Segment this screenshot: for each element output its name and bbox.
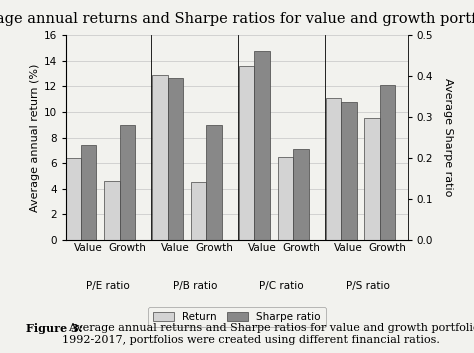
Text: P/E ratio: P/E ratio <box>86 281 130 291</box>
Bar <box>278 157 293 240</box>
Bar <box>254 50 270 240</box>
Bar <box>81 145 96 240</box>
Bar <box>120 125 135 240</box>
Bar <box>207 125 222 240</box>
Bar <box>104 181 120 240</box>
Bar <box>326 98 341 240</box>
Bar <box>293 149 309 240</box>
Y-axis label: Average Sharpe ratio: Average Sharpe ratio <box>443 78 453 197</box>
Bar <box>341 102 356 240</box>
Legend: Return, Sharpe ratio: Return, Sharpe ratio <box>148 307 326 327</box>
Text: Average annual returns and Sharpe ratios for value and growth portfolios: Average annual returns and Sharpe ratios… <box>0 12 474 26</box>
Bar <box>167 78 183 240</box>
Y-axis label: Average annual return (%): Average annual return (%) <box>30 64 40 212</box>
Text: Average annual returns and Sharpe ratios for value and growth portfolios in the : Average annual returns and Sharpe ratios… <box>62 323 474 345</box>
Bar <box>191 183 207 240</box>
Text: Figure 3:: Figure 3: <box>26 323 83 334</box>
Text: P/C ratio: P/C ratio <box>259 281 304 291</box>
Bar <box>239 66 254 240</box>
Bar <box>152 75 167 240</box>
Bar <box>380 85 395 240</box>
Bar <box>365 119 380 240</box>
Bar <box>65 158 81 240</box>
Text: P/S ratio: P/S ratio <box>346 281 390 291</box>
Text: P/B ratio: P/B ratio <box>173 281 217 291</box>
